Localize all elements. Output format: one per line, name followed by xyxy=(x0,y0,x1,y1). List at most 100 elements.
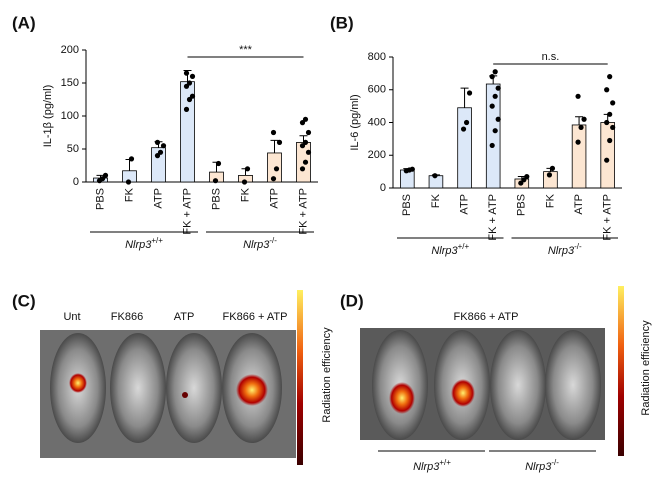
data-point xyxy=(299,120,306,126)
group-superscript: +/+ xyxy=(458,242,470,251)
y-axis-label: IL-6 (pg/ml) xyxy=(349,94,361,150)
x-tick-label: FK xyxy=(239,187,251,202)
data-point xyxy=(546,172,553,178)
group-name: Nlrp3 xyxy=(125,239,152,251)
error-bar xyxy=(460,87,469,108)
x-tick-label: ATP xyxy=(573,194,585,215)
colorbar-label: Radiation efficiency xyxy=(321,327,333,423)
y-tick-label: 0 xyxy=(380,182,386,194)
error-bar xyxy=(575,116,584,125)
group-name: Nlrp3 xyxy=(525,461,552,473)
x-tick-label: ATP xyxy=(152,188,164,209)
data-point xyxy=(607,111,613,117)
x-tick-label: FK xyxy=(430,193,442,208)
data-point xyxy=(489,142,495,149)
data-point xyxy=(489,103,495,109)
data-point xyxy=(463,119,470,126)
data-point xyxy=(604,87,610,93)
y-tick-label: 100 xyxy=(61,110,79,122)
panel-label: (C) xyxy=(12,291,36,310)
panel-label: (B) xyxy=(330,13,354,32)
data-point xyxy=(495,116,501,122)
x-tick-label: ATP xyxy=(268,188,280,209)
data-point xyxy=(183,83,190,89)
data-point xyxy=(212,178,219,184)
data-point xyxy=(607,137,613,144)
condition-label: Unt xyxy=(63,311,80,323)
data-point xyxy=(270,176,277,182)
data-point xyxy=(495,85,501,91)
data-point xyxy=(160,143,167,149)
data-point xyxy=(276,139,283,145)
data-point xyxy=(610,124,616,131)
data-point xyxy=(305,129,312,136)
data-point xyxy=(186,80,193,86)
bar xyxy=(571,124,587,189)
y-tick-label: 800 xyxy=(368,51,386,63)
y-tick-label: 400 xyxy=(368,116,386,128)
colorbar xyxy=(297,290,303,465)
group-superscript: +/+ xyxy=(439,458,451,467)
x-tick-label: PBS xyxy=(516,194,528,216)
panel-label: (A) xyxy=(12,13,36,32)
error-bar xyxy=(270,139,279,153)
data-point xyxy=(460,126,467,132)
significance-label: n.s. xyxy=(542,51,560,63)
group-name: Nlrp3 xyxy=(243,239,270,251)
colorbar-label: Radiation efficiency xyxy=(640,320,652,416)
bar xyxy=(457,107,472,189)
data-point xyxy=(215,160,222,167)
data-point xyxy=(241,179,248,185)
data-point xyxy=(607,74,613,80)
x-tick-label: PBS xyxy=(401,194,413,216)
bar xyxy=(600,122,615,189)
y-tick-label: 200 xyxy=(61,44,79,56)
group-superscript: -/- xyxy=(551,458,559,467)
data-point xyxy=(604,157,610,163)
data-point xyxy=(154,153,161,159)
mice-c xyxy=(50,333,282,443)
data-point xyxy=(432,173,438,179)
group-label: Nlrp3+/+ xyxy=(431,242,469,257)
data-point xyxy=(128,156,135,162)
group-label: Nlrp3+/+ xyxy=(413,458,451,473)
data-point xyxy=(518,180,524,186)
data-point xyxy=(604,119,610,126)
data-point xyxy=(302,159,309,165)
y-tick-label: 0 xyxy=(73,176,79,188)
data-point xyxy=(575,139,581,145)
data-point xyxy=(157,149,164,155)
group-label: Nlrp3+/+ xyxy=(125,236,163,251)
data-point xyxy=(492,128,498,134)
x-tick-label: ATP xyxy=(458,194,470,215)
x-tick-label: PBS xyxy=(94,188,106,210)
data-point xyxy=(299,143,306,149)
condition-label: FK866 xyxy=(111,311,143,323)
y-tick-label: 50 xyxy=(67,143,79,155)
group-name: Nlrp3 xyxy=(431,245,458,257)
x-tick-label: FK + ATP xyxy=(602,194,614,241)
data-point xyxy=(521,177,527,183)
data-point xyxy=(492,93,498,99)
data-point xyxy=(273,166,280,172)
data-point xyxy=(466,90,473,96)
group-superscript: -/- xyxy=(269,236,277,245)
colorbar xyxy=(618,286,624,456)
significance-label: *** xyxy=(239,44,253,56)
data-point xyxy=(189,73,196,79)
data-point xyxy=(489,74,495,80)
data-point xyxy=(610,100,616,106)
x-tick-label: FK xyxy=(544,193,556,208)
x-tick-label: PBS xyxy=(210,188,222,210)
x-tick-label: FK + ATP xyxy=(487,194,499,241)
data-point xyxy=(305,149,312,155)
data-point xyxy=(189,93,196,99)
y-tick-label: 200 xyxy=(368,149,386,161)
condition-label: FK866 + ATP xyxy=(454,311,519,323)
data-point xyxy=(125,179,132,185)
data-point xyxy=(270,129,277,136)
condition-label: ATP xyxy=(174,311,195,323)
mice-d xyxy=(372,330,601,440)
data-point xyxy=(186,96,193,103)
